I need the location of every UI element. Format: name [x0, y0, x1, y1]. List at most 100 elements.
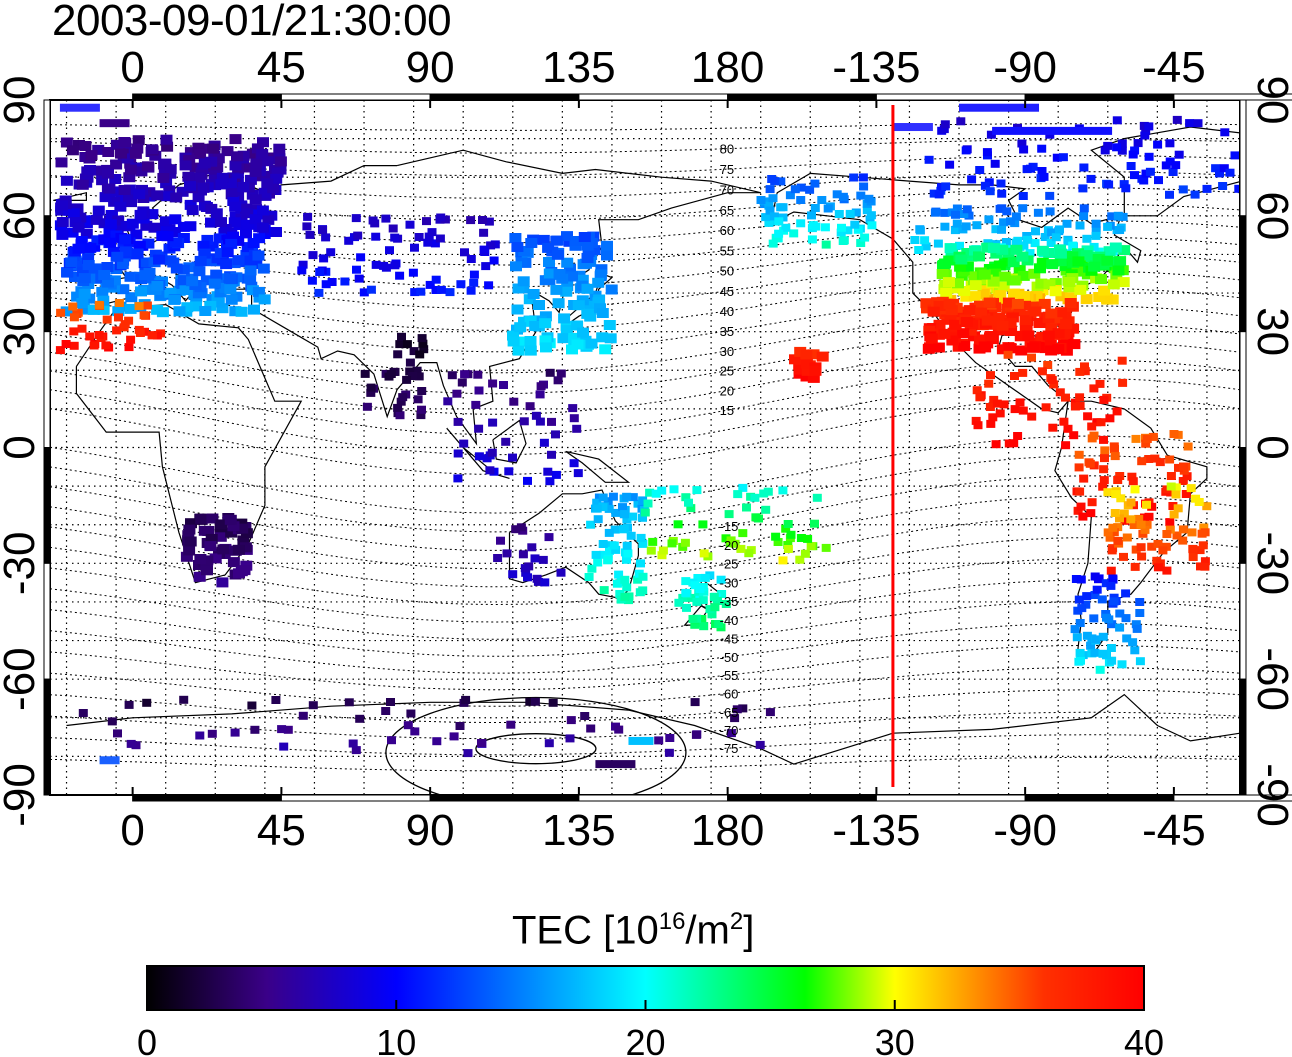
tec-cell — [999, 400, 1009, 409]
tec-cell — [177, 221, 190, 232]
tec-cell — [82, 253, 95, 264]
tec-cell — [466, 255, 476, 263]
tec-cell — [1070, 625, 1080, 634]
tec-cell — [1037, 144, 1047, 153]
tec-cell — [742, 503, 751, 512]
tec-cell — [116, 259, 129, 270]
tec-cell — [1117, 356, 1127, 365]
tec-cell — [690, 698, 700, 707]
contour-label: 15 — [720, 403, 734, 418]
tec-cell — [195, 513, 208, 524]
tec-cell — [366, 388, 376, 397]
tec-cell — [92, 205, 105, 216]
tec-cell — [954, 261, 967, 272]
tec-cell — [1080, 362, 1089, 371]
tec-cell — [132, 135, 145, 146]
tec-cell — [1035, 278, 1048, 289]
tec-cell — [366, 285, 376, 294]
frame-bar — [280, 794, 431, 802]
tec-cell — [1003, 350, 1013, 359]
tec-cell — [432, 737, 442, 746]
tec-cell — [248, 304, 260, 315]
tec-cell — [1019, 300, 1031, 311]
magnetic-contour — [50, 359, 1240, 436]
tec-cell — [982, 148, 992, 157]
tec-cell — [96, 175, 109, 186]
tec-cell — [1100, 446, 1110, 455]
tec-cell — [910, 236, 920, 244]
tec-cell — [435, 234, 445, 243]
tec-cell — [351, 746, 361, 755]
tec-cell — [1030, 239, 1040, 248]
magnetic-contour — [50, 579, 1240, 640]
frame-bar — [1024, 93, 1175, 101]
tec-cell — [387, 736, 396, 745]
tec-cell — [270, 227, 282, 237]
coastline — [66, 693, 1240, 765]
tec-cell — [690, 581, 700, 590]
tec-cell — [540, 342, 552, 353]
tec-cell — [838, 192, 848, 201]
tec-cell — [241, 219, 254, 230]
tec-cell — [1110, 452, 1120, 461]
tec-cell — [1137, 552, 1147, 561]
tec-cell — [967, 175, 977, 184]
tec-cell — [381, 707, 391, 715]
tec-cell — [99, 119, 130, 128]
tec-cell — [1172, 531, 1182, 540]
tec-cell — [247, 238, 260, 248]
tec-cell — [1183, 442, 1193, 451]
tec-cell — [807, 349, 820, 360]
tec-cluster — [55, 299, 166, 355]
tec-cell — [499, 381, 508, 389]
contour-label: 45 — [720, 284, 734, 299]
tec-cell — [1052, 344, 1065, 355]
tec-cell — [179, 695, 189, 704]
tec-cell — [585, 338, 598, 349]
tec-cell — [705, 605, 715, 614]
tec-cell — [592, 504, 602, 513]
tec-cell — [1118, 245, 1131, 256]
tec-cell — [1153, 140, 1163, 149]
tec-cell — [1101, 579, 1111, 588]
tec-cell — [484, 217, 494, 226]
tec-cell — [521, 568, 531, 577]
tec-cell — [619, 524, 629, 533]
tec-cell — [230, 728, 240, 737]
tec-cell — [933, 300, 946, 311]
magnetic-contour — [50, 644, 1240, 691]
frame-bar — [875, 794, 1026, 802]
tec-cell — [865, 215, 875, 224]
tec-cell — [1117, 139, 1127, 148]
tec-cell — [1091, 226, 1101, 235]
tec-cell — [251, 143, 264, 154]
tec-cell — [90, 214, 103, 225]
tec-cell — [1199, 523, 1209, 532]
tec-cell — [60, 306, 73, 317]
tec-cell — [527, 289, 540, 299]
tec-cell — [496, 536, 505, 545]
tec-cell — [1078, 184, 1088, 193]
tec-cell — [110, 139, 123, 150]
tec-cell — [224, 178, 237, 189]
tec-cell — [121, 153, 134, 164]
tec-cell — [744, 549, 754, 558]
tec-cell — [1058, 153, 1068, 162]
tec-cell — [1179, 462, 1188, 471]
tec-cell — [227, 231, 240, 242]
tec-cell — [608, 492, 618, 501]
tec-cell — [225, 238, 238, 249]
tec-cell — [700, 573, 710, 582]
tec-cell — [371, 232, 381, 241]
tec-cell — [599, 586, 609, 595]
tec-cell — [1132, 624, 1142, 633]
tec-cell — [992, 126, 1113, 135]
tec-cell — [536, 382, 546, 391]
tec-cell — [1115, 514, 1124, 523]
tec-cell — [999, 218, 1009, 227]
tec-cell — [751, 513, 761, 522]
tec-cell — [614, 725, 624, 734]
lat-tick-label-left: 30 — [0, 307, 44, 356]
tec-cell — [1061, 393, 1070, 402]
lat-tick-label-left: -90 — [0, 763, 44, 827]
